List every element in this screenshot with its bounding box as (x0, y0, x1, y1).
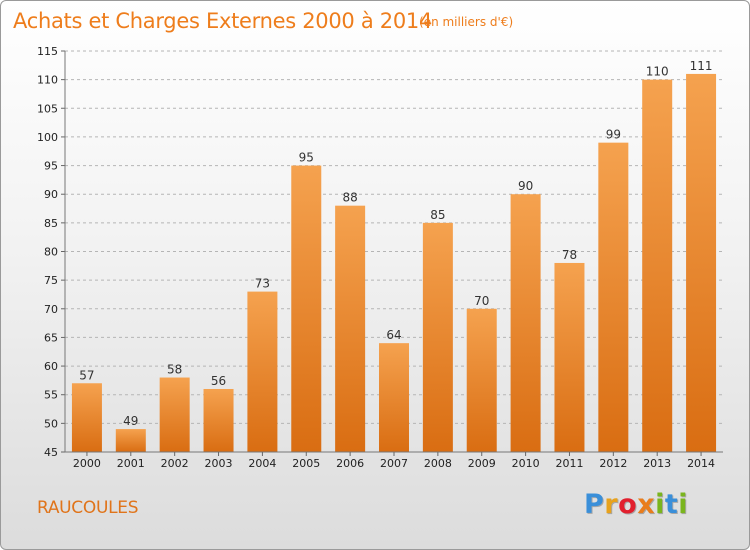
bar-2007 (379, 343, 409, 452)
y-tick-label-100: 100 (37, 131, 58, 144)
axes: 45 50 55 60 65 70 75 80 85 90 95 100 105 110 115 2000 20… (37, 45, 723, 470)
x-tick-label-2009: 2009 (468, 457, 496, 470)
value-label-2003: 56 (211, 374, 226, 388)
y-tick-label-90: 90 (44, 188, 58, 201)
bar-2004 (247, 291, 278, 452)
bar-2002 (159, 377, 190, 452)
y-tick-label-50: 50 (44, 417, 58, 430)
y-tick-label-110: 110 (37, 74, 58, 87)
value-label-2012: 99 (606, 128, 621, 142)
x-tick-label-2000: 2000 (73, 457, 101, 470)
logo-letter: i (655, 489, 665, 520)
bars (71, 73, 717, 453)
value-labels: 57 49 58 56 73 95 88 64 85 70 90 78 99 110 111 (79, 59, 712, 428)
x-tick-label-2011: 2011 (555, 457, 583, 470)
bar-2005 (291, 165, 322, 453)
value-label-2014: 111 (690, 59, 713, 73)
bar-2010 (510, 194, 541, 452)
bar-2003 (203, 388, 234, 452)
x-tick-label-2001: 2001 (117, 457, 145, 470)
x-tick-label-2007: 2007 (380, 457, 408, 470)
value-label-2002: 58 (167, 363, 182, 377)
logo-letter: i (678, 489, 689, 520)
y-tick-label-105: 105 (37, 102, 58, 115)
value-label-2008: 85 (430, 208, 445, 222)
y-tick-label-80: 80 (44, 246, 58, 259)
x-tick-label-2005: 2005 (292, 457, 320, 470)
y-tick-label-45: 45 (44, 446, 58, 459)
y-tick-label-85: 85 (44, 217, 58, 230)
bar-2011 (554, 262, 585, 452)
logo-letter: x (637, 489, 656, 520)
y-tick-label-115: 115 (37, 45, 58, 58)
value-label-2005: 95 (299, 151, 314, 165)
value-label-2006: 88 (342, 191, 357, 205)
proxiti-logo: Proxiti (584, 489, 688, 520)
x-tick-label-2008: 2008 (424, 457, 452, 470)
bar-2013 (642, 79, 673, 453)
value-label-2007: 64 (386, 328, 401, 342)
x-tick-label-2002: 2002 (161, 457, 189, 470)
value-label-2013: 110 (646, 65, 669, 79)
x-tick-label-2012: 2012 (599, 457, 627, 470)
value-label-2004: 73 (255, 277, 270, 291)
y-tick-label-75: 75 (44, 274, 58, 287)
x-tick-label-2003: 2003 (205, 457, 233, 470)
y-tick-label-95: 95 (44, 160, 58, 173)
x-tick-label-2010: 2010 (512, 457, 540, 470)
logo-letter: o (618, 489, 638, 520)
y-tick-label-70: 70 (44, 303, 58, 316)
chart-unit: (en milliers d'€) (419, 15, 514, 29)
logo-letter: t (664, 489, 679, 520)
logo-letter: r (604, 489, 619, 520)
bar-2014 (686, 73, 717, 453)
x-tick-label-2014: 2014 (687, 457, 715, 470)
value-label-2009: 70 (474, 294, 489, 308)
bar-2001 (115, 429, 146, 452)
x-tick-label-2013: 2013 (643, 457, 671, 470)
x-tick-label-2004: 2004 (248, 457, 276, 470)
x-tick-label-2006: 2006 (336, 457, 364, 470)
value-label-2010: 90 (518, 179, 533, 193)
chart-title: Achats et Charges Externes 2000 à 2014 (13, 9, 433, 33)
bar-2000 (71, 383, 102, 452)
value-label-2011: 78 (562, 248, 577, 262)
bar-2012 (598, 142, 629, 452)
value-label-2000: 57 (79, 368, 94, 382)
logo-letter: P (584, 489, 605, 520)
y-tick-label-55: 55 (44, 389, 58, 402)
y-tick-label-65: 65 (44, 331, 58, 344)
value-label-2001: 49 (123, 414, 138, 428)
y-tick-label-60: 60 (44, 360, 58, 373)
commune-name: RAUCOULES (37, 498, 139, 518)
bar-2009 (466, 308, 497, 452)
bar-2008 (422, 222, 453, 452)
bar-2006 (335, 205, 366, 452)
